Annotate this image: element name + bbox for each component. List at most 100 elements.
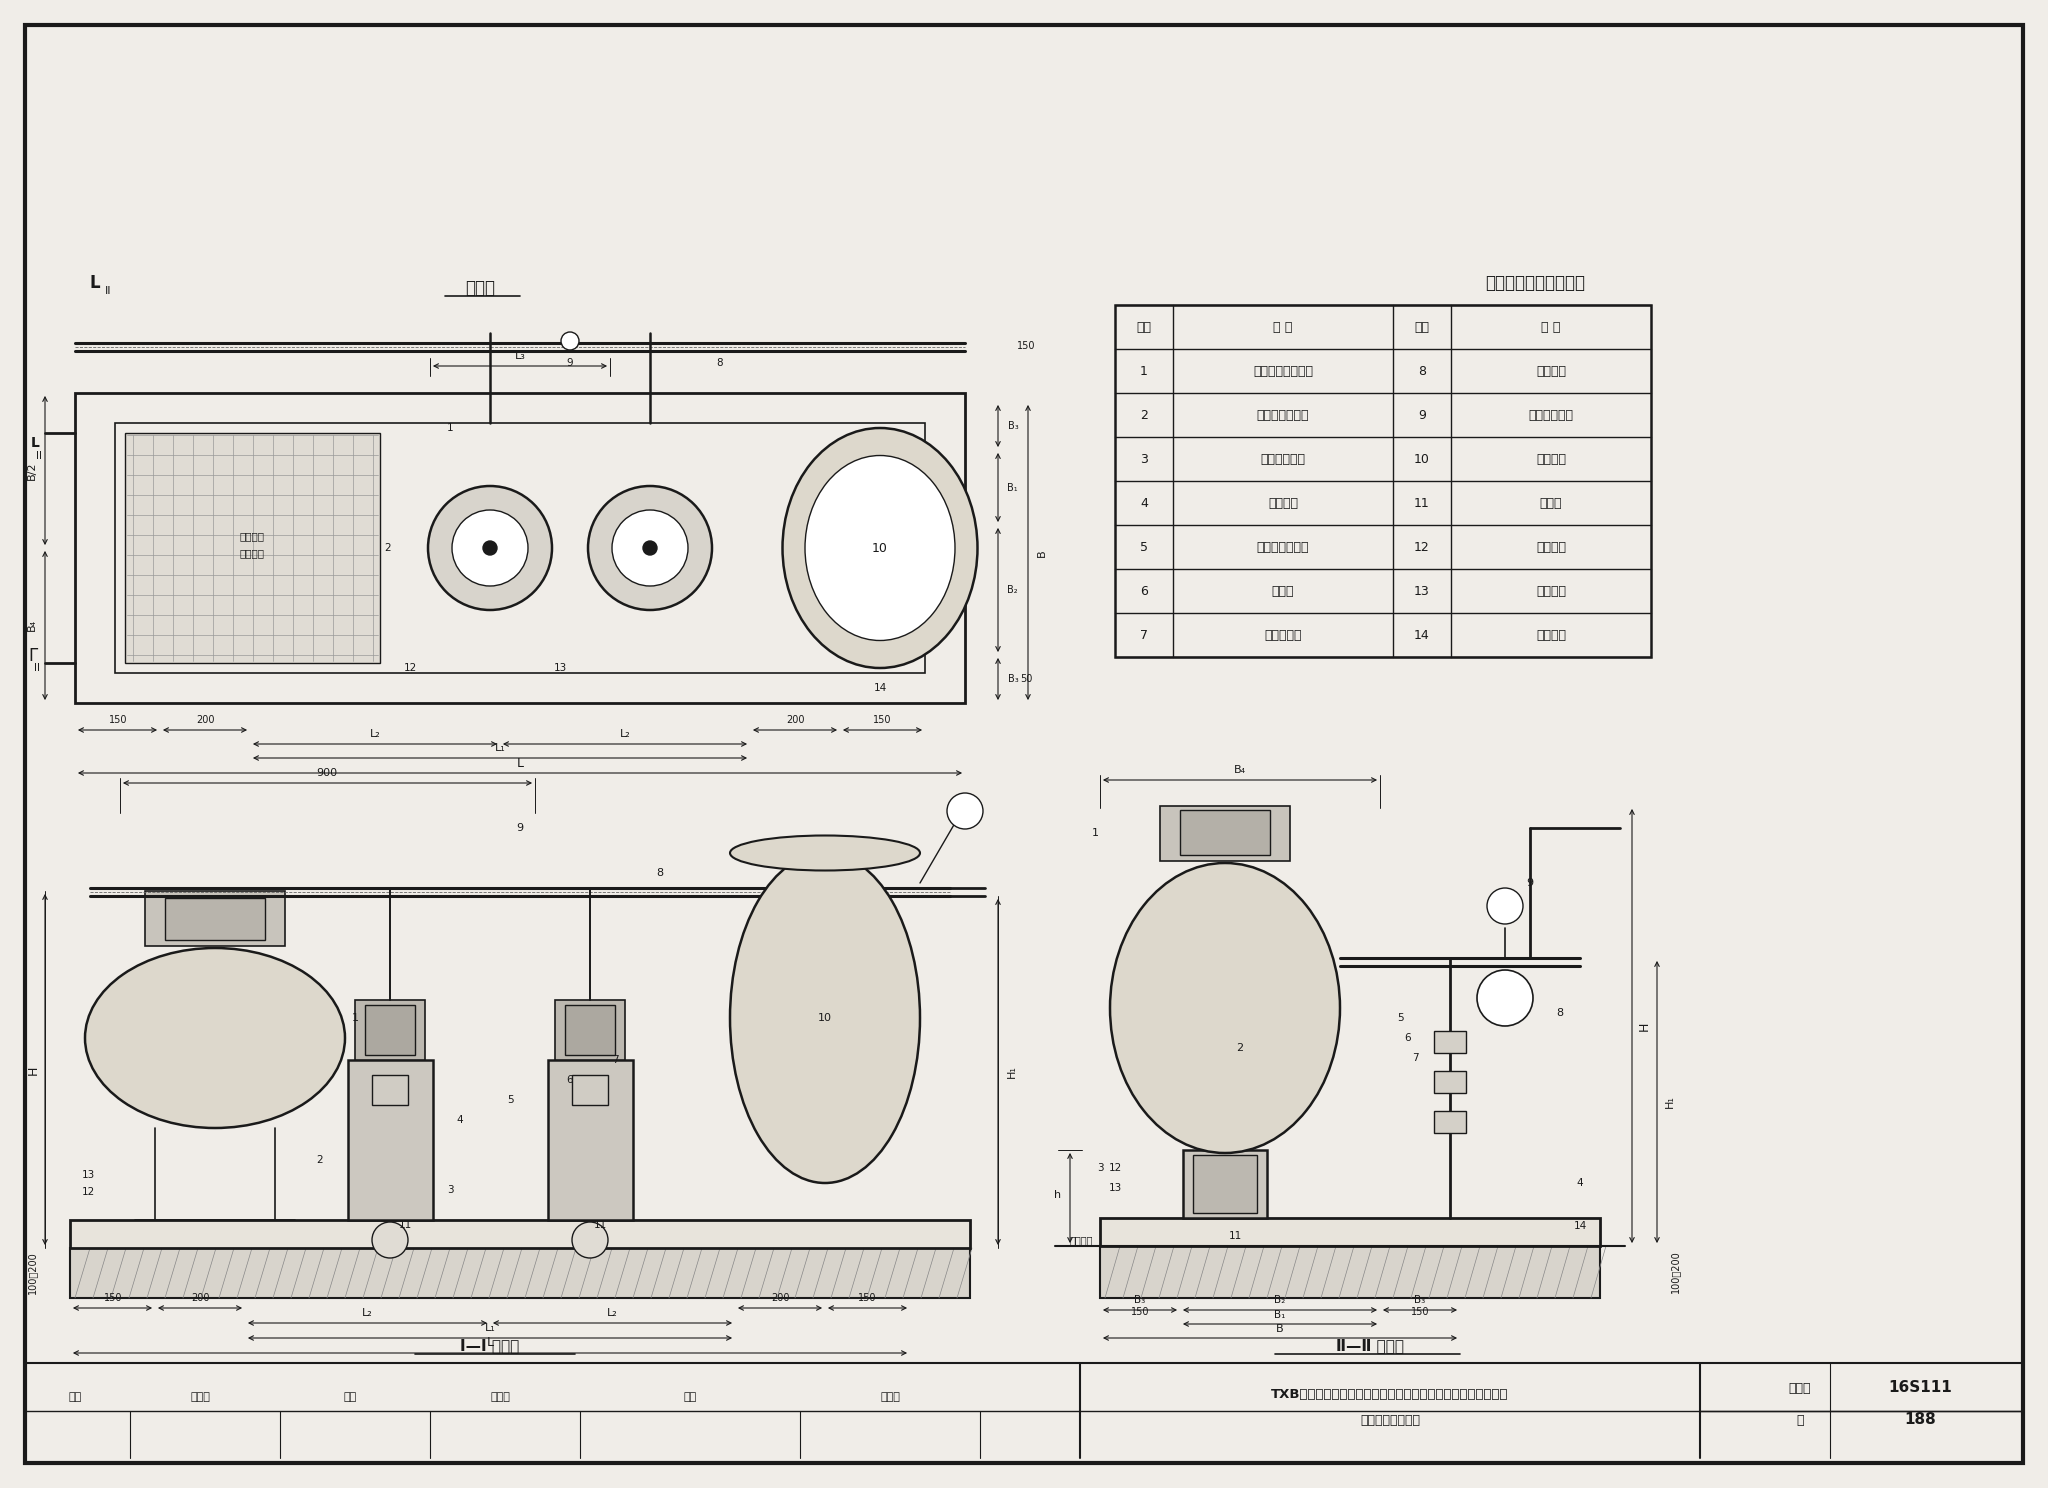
Circle shape xyxy=(571,1222,608,1257)
Text: 平面图: 平面图 xyxy=(465,280,496,298)
Text: 编号: 编号 xyxy=(1137,320,1151,333)
Text: 设备基础: 设备基础 xyxy=(1536,628,1567,641)
Bar xyxy=(1100,1219,1599,1245)
Bar xyxy=(365,1004,416,1055)
Ellipse shape xyxy=(805,455,954,640)
Circle shape xyxy=(561,332,580,350)
Circle shape xyxy=(612,510,688,586)
Text: 4: 4 xyxy=(1141,497,1149,509)
Text: 3: 3 xyxy=(1096,1164,1104,1173)
Text: 6: 6 xyxy=(567,1074,573,1085)
Text: 2: 2 xyxy=(1141,409,1149,421)
Bar xyxy=(145,891,285,946)
Text: H₁: H₁ xyxy=(1008,1065,1018,1079)
Bar xyxy=(1159,806,1290,862)
Text: 200: 200 xyxy=(770,1293,788,1303)
Circle shape xyxy=(453,510,528,586)
Text: L₂: L₂ xyxy=(606,1308,616,1318)
Text: 自吸装置: 自吸装置 xyxy=(240,548,264,558)
Bar xyxy=(70,1248,971,1298)
Text: 8: 8 xyxy=(1417,365,1425,378)
Bar xyxy=(565,1004,614,1055)
Text: 13: 13 xyxy=(82,1170,94,1180)
Circle shape xyxy=(946,793,983,829)
Text: B₁: B₁ xyxy=(1008,484,1018,493)
Ellipse shape xyxy=(729,853,920,1183)
Text: 页: 页 xyxy=(1796,1414,1804,1427)
Text: 150: 150 xyxy=(1016,341,1034,351)
Text: L₂: L₂ xyxy=(369,729,381,740)
Circle shape xyxy=(643,542,657,555)
Bar xyxy=(1100,1245,1599,1298)
Text: H: H xyxy=(27,1065,39,1074)
Text: 罗定元: 罗定元 xyxy=(190,1391,211,1402)
Text: 50: 50 xyxy=(1020,674,1032,684)
Text: 叠片同步: 叠片同步 xyxy=(240,531,264,542)
Text: Ⅱ—Ⅱ 剖面图: Ⅱ—Ⅱ 剖面图 xyxy=(1335,1339,1405,1354)
Text: 14: 14 xyxy=(1573,1222,1587,1231)
Bar xyxy=(115,423,926,673)
Text: 7: 7 xyxy=(612,1055,618,1065)
Circle shape xyxy=(588,487,713,610)
Text: 出水管阀门: 出水管阀门 xyxy=(1264,628,1303,641)
Circle shape xyxy=(373,1222,408,1257)
Text: II: II xyxy=(104,286,111,296)
Text: B₃: B₃ xyxy=(1415,1295,1425,1305)
Text: 200: 200 xyxy=(786,716,805,725)
Text: 名 称: 名 称 xyxy=(1274,320,1292,333)
Text: 12: 12 xyxy=(1413,540,1430,554)
Text: 200: 200 xyxy=(197,716,215,725)
Text: H₁: H₁ xyxy=(1665,1095,1675,1109)
Text: L₁: L₁ xyxy=(496,743,506,753)
Bar xyxy=(1434,1071,1466,1094)
Text: 4: 4 xyxy=(1577,1178,1583,1187)
Bar xyxy=(1194,1155,1257,1213)
Text: 150: 150 xyxy=(1130,1306,1149,1317)
Text: 200: 200 xyxy=(190,1293,209,1303)
Text: 11: 11 xyxy=(594,1220,606,1231)
Text: 2: 2 xyxy=(317,1155,324,1165)
Text: 9: 9 xyxy=(1526,878,1534,888)
Text: 5: 5 xyxy=(1397,1013,1403,1024)
Text: L₂: L₂ xyxy=(621,729,631,740)
Text: B/2: B/2 xyxy=(27,461,37,481)
Text: 150: 150 xyxy=(104,1293,123,1303)
Bar xyxy=(166,897,264,940)
Text: 100～200: 100～200 xyxy=(27,1251,37,1295)
Text: 188: 188 xyxy=(1905,1412,1935,1427)
Text: 100～200: 100～200 xyxy=(1669,1250,1679,1293)
Text: 9: 9 xyxy=(1417,409,1425,421)
Text: 150: 150 xyxy=(109,716,127,725)
Text: 设备部件及安装名称表: 设备部件及安装名称表 xyxy=(1485,274,1585,292)
Text: 11: 11 xyxy=(1229,1231,1241,1241)
Text: 名 称: 名 称 xyxy=(1542,320,1561,333)
Text: 900: 900 xyxy=(317,768,338,778)
Bar xyxy=(571,1074,608,1106)
Text: 3: 3 xyxy=(1141,452,1149,466)
Text: 2: 2 xyxy=(1237,1043,1243,1054)
Text: B₂: B₂ xyxy=(1008,585,1018,595)
Bar xyxy=(1434,1031,1466,1054)
Text: 8: 8 xyxy=(657,868,664,878)
Ellipse shape xyxy=(729,835,920,870)
Bar xyxy=(354,1000,426,1059)
Text: 5: 5 xyxy=(506,1095,514,1106)
Text: II: II xyxy=(35,664,41,673)
Text: Γ: Γ xyxy=(29,647,39,665)
Text: 审核: 审核 xyxy=(68,1391,82,1402)
Ellipse shape xyxy=(782,429,977,668)
Text: 尹忠珍: 尹忠珍 xyxy=(489,1391,510,1402)
Text: 16S111: 16S111 xyxy=(1888,1381,1952,1396)
Text: B₄: B₄ xyxy=(27,619,37,631)
Text: 13: 13 xyxy=(1108,1183,1122,1193)
Text: 3: 3 xyxy=(446,1184,453,1195)
Text: 可曲水橡胶接头: 可曲水橡胶接头 xyxy=(1257,540,1309,554)
Text: 14: 14 xyxy=(1413,628,1430,641)
Text: Ⅰ—Ⅰ 剖面图: Ⅰ—Ⅰ 剖面图 xyxy=(461,1339,520,1354)
Text: 150: 150 xyxy=(872,716,891,725)
Text: L₁: L₁ xyxy=(485,1323,496,1333)
Text: 12: 12 xyxy=(1108,1164,1122,1173)
Text: L₃: L₃ xyxy=(514,351,526,362)
Text: 5: 5 xyxy=(1141,540,1149,554)
Text: 1: 1 xyxy=(446,423,453,433)
